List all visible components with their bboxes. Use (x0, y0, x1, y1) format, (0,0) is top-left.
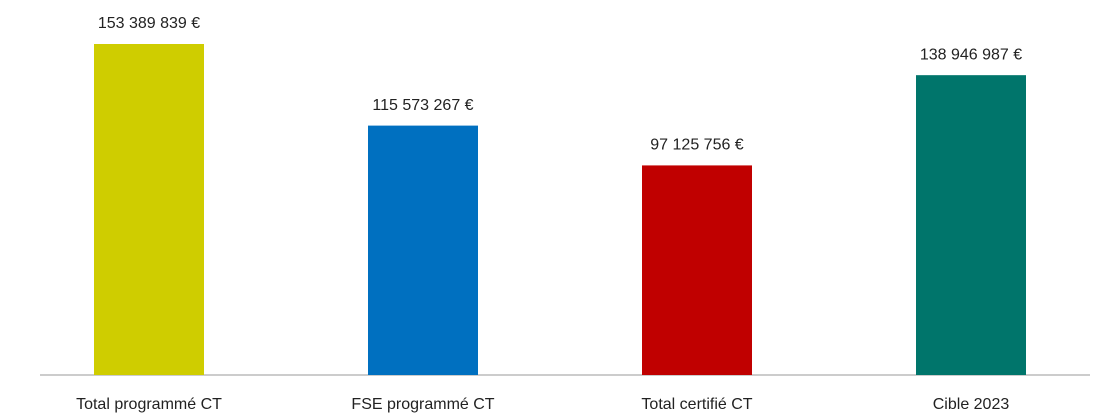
data-label: 115 573 267 € (372, 97, 473, 114)
bar (642, 165, 752, 375)
data-label: 97 125 756 € (650, 137, 744, 154)
bar (916, 75, 1026, 376)
data-label: 153 389 839 € (98, 15, 200, 32)
x-tick-label: FSE programmé CT (351, 396, 494, 413)
data-label: 138 946 987 € (920, 46, 1022, 63)
bar (368, 125, 478, 375)
bar (94, 44, 204, 375)
x-tick-label: Cible 2023 (933, 396, 1010, 413)
x-tick-label: Total programmé CT (76, 396, 222, 413)
x-tick-label: Total certifié CT (641, 396, 752, 413)
